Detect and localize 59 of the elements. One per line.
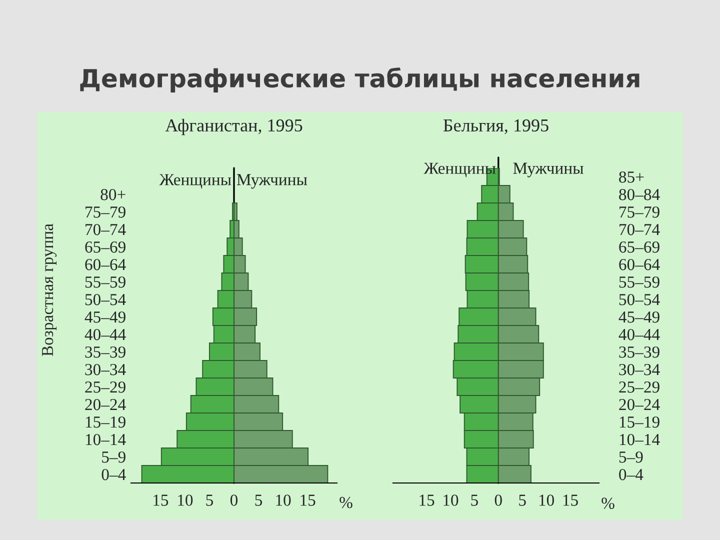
y-tick-label: 75–79 (620, 206, 660, 218)
y-tick-label: 25–29 (619, 381, 660, 393)
y-tick-label: 70–74 (86, 224, 126, 236)
y-tick-label: 55–59 (619, 276, 660, 288)
y-tick-label: 85+ (619, 171, 644, 183)
x-tick-label: 10 (276, 494, 291, 506)
x-tick-label: 15 (154, 494, 168, 506)
x-tick-label: 15 (563, 494, 578, 506)
y-tick-label: 30–34 (85, 364, 126, 376)
series-label: Мужчины (236, 174, 308, 189)
chart-title: Афганистан, 1995 (165, 118, 302, 136)
y-tick-label: 15–19 (86, 416, 126, 428)
y-tick-label: 5–9 (619, 451, 643, 463)
x-tick-label: 15 (420, 494, 434, 506)
y-tick-label: 80–84 (619, 188, 660, 200)
y-tick-label: 20–24 (85, 398, 126, 410)
y-tick-label: 5–9 (102, 451, 126, 463)
y-tick-label: 0–4 (102, 468, 126, 480)
y-axis-title: Возрастная группа (42, 224, 57, 356)
x-tick-label: 5 (255, 494, 262, 506)
y-tick-label: 30–34 (619, 364, 660, 376)
y-tick-label: 0–4 (619, 468, 644, 480)
y-tick-label: 50–54 (85, 294, 126, 306)
y-tick-label: 45–49 (618, 311, 660, 323)
x-tick-label: 0 (230, 494, 238, 506)
y-tick-label: 60–64 (619, 258, 660, 270)
y-tick-label: 60–64 (85, 258, 126, 270)
y-tick-label: 40–44 (84, 328, 126, 340)
y-tick-label: 65–69 (619, 241, 660, 253)
y-tick-label: 40–44 (618, 328, 660, 340)
y-tick-label: 65–69 (85, 241, 126, 253)
x-tick-label: 5 (519, 494, 526, 506)
y-tick-label: 75–79 (86, 206, 126, 218)
y-tick-label: 70–74 (620, 224, 660, 236)
x-tick-label: 10 (539, 494, 554, 506)
y-tick-label: 55–59 (85, 276, 126, 288)
y-tick-label: 10–14 (620, 434, 660, 446)
y-tick-label: 15–19 (620, 416, 660, 428)
y-tick-label: 25–29 (85, 381, 126, 393)
series-label: Женщины (424, 162, 496, 178)
x-tick-label: 0 (494, 494, 502, 506)
y-tick-label: 35–39 (619, 346, 660, 358)
x-tick-label: 10 (444, 494, 458, 506)
y-tick-label: 35–39 (85, 346, 126, 358)
series-label: Женщины (159, 174, 232, 189)
x-tick-label: 10 (178, 494, 193, 506)
y-tick-label: 50–54 (619, 294, 660, 306)
series-label: Мужчины (513, 162, 584, 178)
x-tick-label: 5 (206, 494, 213, 506)
y-tick-label: 80+ (100, 188, 126, 200)
text: Демографические таблицы населения (80, 67, 640, 93)
y-tick-label: 10–14 (86, 434, 126, 446)
y-tick-label: 20–24 (619, 398, 660, 410)
x-axis-title: % (602, 498, 614, 509)
x-axis-title: % (340, 496, 352, 508)
chart-title: Бельгия, 1995 (443, 119, 548, 134)
x-tick-label: 15 (300, 494, 316, 506)
x-tick-label: 5 (471, 494, 478, 506)
y-tick-label: 45–49 (84, 311, 126, 323)
